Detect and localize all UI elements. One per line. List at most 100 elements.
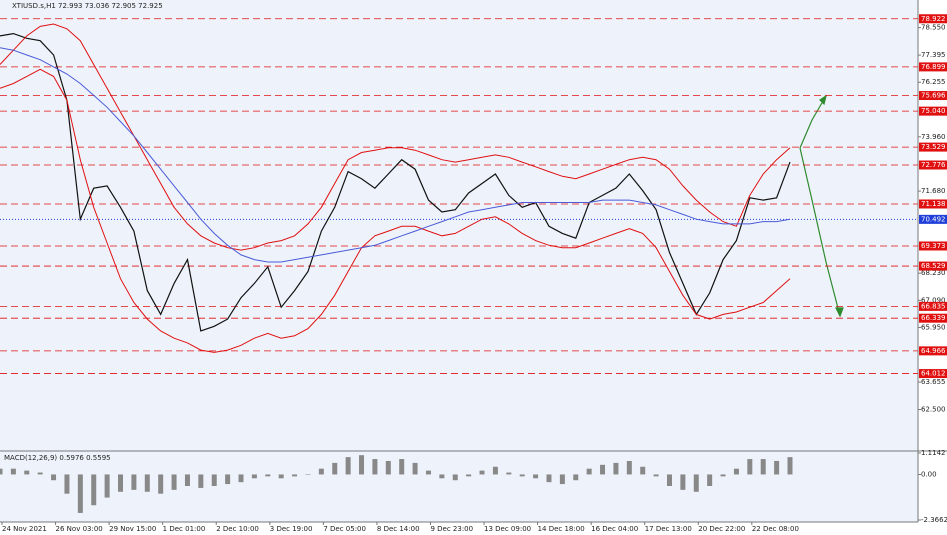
macd-bar [707,474,713,486]
series-line [0,47,791,263]
macd-bar [693,474,699,492]
x-tick-label: 3 Dec 19:00 [270,525,313,533]
x-tick-label: 13 Dec 09:00 [484,525,531,533]
macd-bar [0,468,3,475]
level-tag [919,346,947,356]
arrow-up [799,95,827,149]
level-label: 71.138 [921,200,946,208]
x-tick-label: 20 Dec 22:00 [698,525,745,533]
level-tag [919,142,947,152]
macd-bar [238,474,244,483]
level-label: 66.339 [921,314,946,322]
macd-label: MACD(12,26,9) 0.5976 0.5595 [4,454,111,462]
macd-bar [131,474,137,490]
macd-bar [466,474,472,477]
macd-bar [359,455,365,475]
level-label: 75.696 [921,92,946,100]
macd-bar [158,474,164,494]
macd-bar [533,474,539,479]
series-line [0,32,791,332]
series-line [0,23,791,251]
macd-bar [372,459,378,475]
macd-bar [546,474,552,483]
macd-bar [64,474,70,494]
x-tick-label: 17 Dec 13:00 [645,525,692,533]
marker-tag [919,214,947,224]
macd-bar [24,470,30,475]
macd-bar [144,474,150,492]
macd-bar [251,474,257,479]
macd-bar [720,474,726,477]
macd-bar [318,468,324,475]
plot-background [0,0,918,522]
macd-bar [345,457,351,475]
y-tick-label: 67.090 [921,296,946,304]
x-tick-label: 29 Nov 15:00 [109,525,156,533]
level-label: 78.922 [921,15,946,23]
level-tag [919,241,947,251]
level-label: 76.899 [921,63,946,71]
macd-tick-label: 1.1142 [921,449,946,457]
macd-bar [91,474,97,506]
macd-bar [412,462,418,475]
macd-tick-label: -2.3662 [921,516,947,524]
macd-tick-label: 0.00 [921,470,937,478]
marker-label: 70.492 [921,215,946,223]
x-tick-label: 24 Nov 2021 [2,525,47,533]
level-label: 75.040 [921,107,946,115]
macd-bar [198,474,204,488]
level-tag [919,261,947,271]
macd-bar [747,459,753,475]
level-tag [919,91,947,101]
macd-bar [680,474,686,490]
macd-bar [292,474,298,477]
level-label: 72.776 [921,161,946,169]
macd-bar [479,470,485,475]
series-line [0,68,791,353]
macd-bar [733,468,739,475]
y-tick-label: 68.230 [921,269,946,277]
level-label: 73.529 [921,143,946,151]
projection-arrows [799,94,844,318]
macd-bar [211,474,217,486]
x-tick-label: 22 Dec 08:00 [752,525,799,533]
macd-bar [613,462,619,475]
macd-bar [787,457,793,475]
macd-bar [118,474,124,492]
level-tag [919,199,947,209]
macd-bar [37,472,43,475]
macd-bar [265,474,271,477]
x-tick-label: 7 Dec 05:00 [323,525,366,533]
macd-bar [10,468,16,475]
macd-bar [439,474,445,479]
macd-bar [305,474,311,475]
level-label: 64.012 [921,370,946,378]
level-label: 68.529 [921,262,946,270]
level-tag [919,313,947,323]
x-tick-label: 1 Dec 01:00 [163,525,206,533]
y-tick-label: 78.550 [921,24,946,32]
macd-bar [425,470,431,475]
macd-bar [559,474,565,485]
level-label: 66.835 [921,302,946,310]
macd-bar [586,468,592,475]
x-tick-label: 8 Dec 14:00 [377,525,420,533]
y-tick-label: 62.500 [921,406,946,414]
level-tag [919,301,947,311]
macd-bar [640,466,646,475]
arrow-down [799,147,841,317]
y-tick-label: 73.960 [921,133,946,141]
arrow-up-head [819,94,827,106]
macd-bar [774,460,780,475]
macd-bar [506,472,512,475]
y-tick-label: 65.950 [921,323,946,331]
arrow-down-head [835,307,844,318]
x-tick-label: 14 Dec 18:00 [538,525,585,533]
macd-bar [492,466,498,475]
level-tag [919,106,947,116]
macd-bar [399,459,405,475]
macd-bar [77,474,83,513]
level-label: 64.966 [921,347,946,355]
level-tag [919,14,947,24]
